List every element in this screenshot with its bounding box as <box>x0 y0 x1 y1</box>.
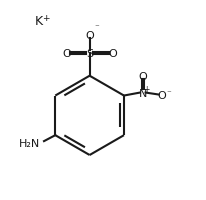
Text: H₂N: H₂N <box>19 138 40 148</box>
Text: O: O <box>85 31 94 41</box>
Text: O: O <box>138 71 146 81</box>
Text: K: K <box>35 15 43 28</box>
Text: O: O <box>108 49 116 59</box>
Text: ⁻: ⁻ <box>94 23 98 32</box>
Text: O: O <box>62 49 71 59</box>
Text: N: N <box>138 88 146 98</box>
Text: S: S <box>86 49 93 59</box>
Text: O: O <box>157 90 165 100</box>
Text: +: + <box>42 14 49 23</box>
Text: ⁻: ⁻ <box>165 89 170 98</box>
Text: +: + <box>143 85 149 94</box>
